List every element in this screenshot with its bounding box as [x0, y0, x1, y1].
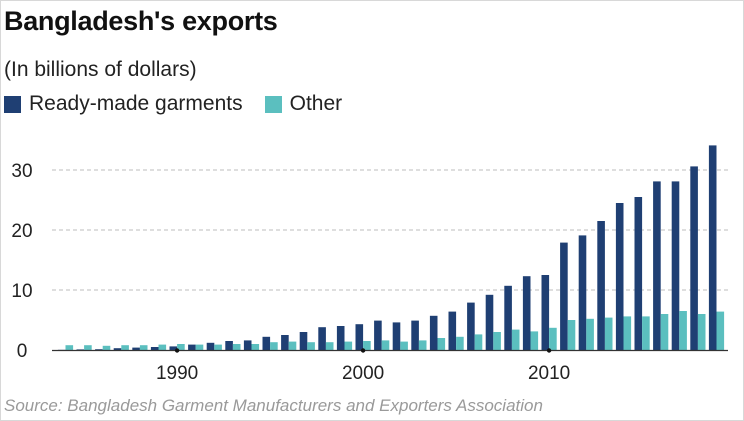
bar-garments — [671, 181, 680, 350]
bar-garments — [653, 181, 661, 350]
bar-garments — [355, 324, 364, 350]
bar-other — [586, 318, 594, 350]
legend: Ready-made garments Other — [4, 92, 364, 116]
bar-other — [344, 341, 353, 350]
x-tick-mark — [174, 348, 180, 353]
bar-garments — [132, 347, 140, 350]
bar-garments — [597, 221, 605, 350]
bar-other — [679, 311, 687, 350]
bar-garments — [467, 302, 475, 350]
bar-other — [139, 345, 148, 350]
y-tick-label: 30 — [11, 161, 32, 182]
bar-garments — [206, 342, 215, 350]
bar-other — [195, 344, 204, 350]
chart-title: Bangladesh's exports — [4, 6, 278, 36]
bar-garments — [262, 336, 271, 350]
bar-garments — [225, 341, 233, 350]
bar-other — [567, 320, 576, 350]
bar-garments — [374, 320, 382, 350]
bar-garments — [504, 285, 512, 350]
bar-other — [65, 345, 74, 350]
bar-other — [102, 345, 111, 350]
y-tick-label: 0 — [17, 341, 28, 362]
bar-other — [121, 345, 129, 350]
x-tick-label: 2000 — [342, 363, 384, 384]
bar-other — [493, 332, 501, 350]
bar-garments — [708, 145, 717, 350]
bar-garments — [541, 275, 550, 350]
bar-other — [307, 342, 315, 350]
bar-garments — [336, 326, 345, 350]
legend-item-garments: Ready-made garments — [4, 92, 243, 116]
source-note: Source: Bangladesh Garment Manufacturers… — [4, 396, 543, 415]
bar-other — [177, 344, 185, 350]
bar-other — [716, 311, 725, 350]
bar-other — [549, 327, 557, 350]
bar-other — [381, 340, 390, 350]
bar-garments — [560, 242, 568, 350]
bar-garments — [411, 320, 419, 350]
y-tick-label: 20 — [11, 221, 32, 242]
legend-swatch-other — [264, 95, 282, 113]
bar-other — [623, 316, 632, 350]
bar-garments — [281, 335, 289, 350]
legend-item-other: Other — [264, 92, 343, 116]
bar-other — [604, 317, 613, 350]
bar-garments — [392, 322, 401, 350]
legend-swatch-garments — [4, 95, 21, 113]
bar-other — [474, 334, 483, 350]
bar-other — [660, 314, 669, 350]
bar-garments — [299, 332, 308, 350]
bar-garments — [578, 235, 587, 350]
bar-other — [214, 344, 222, 350]
bar-other — [437, 338, 446, 350]
bar-garments — [485, 294, 494, 350]
bar-other — [400, 341, 408, 350]
bar-garments — [615, 203, 624, 350]
bar-garments — [188, 344, 196, 350]
bar-other — [642, 316, 650, 350]
bar-other — [288, 341, 297, 350]
bar-garments — [95, 349, 103, 350]
x-tick-label: 2010 — [528, 363, 570, 384]
chart-subtitle: (In billions of dollars) — [4, 58, 197, 81]
x-tick-mark — [546, 348, 552, 353]
bar-other — [511, 329, 520, 350]
bar-garments — [429, 315, 438, 350]
bar-other — [251, 344, 260, 350]
legend-label-garments: Ready-made garments — [29, 92, 243, 115]
x-tick-label: 1990 — [156, 363, 198, 384]
bar-garments — [318, 327, 326, 350]
bar-other — [270, 342, 278, 350]
bar-other — [363, 341, 371, 350]
bar-garments — [634, 197, 643, 350]
y-tick-label: 10 — [11, 281, 32, 302]
bar-other — [84, 345, 92, 350]
bar-other — [232, 344, 241, 350]
bar-other — [456, 336, 464, 350]
bar-garments — [690, 166, 698, 350]
bar-garments — [169, 346, 178, 350]
bar-chart: 0 10 20 30 1990 2000 2010 — [11, 145, 728, 384]
bar-garments — [243, 340, 252, 350]
x-tick-mark — [360, 348, 366, 353]
bar-garments — [448, 311, 457, 350]
bar-other — [697, 314, 706, 350]
legend-label-other: Other — [289, 92, 343, 115]
bar-other — [158, 344, 167, 350]
bar-other — [530, 331, 539, 350]
bar-garments — [150, 347, 159, 350]
bar-garments — [76, 349, 85, 350]
bar-garments — [113, 348, 122, 350]
bar-other — [418, 340, 427, 350]
bar-other — [325, 342, 334, 350]
bar-garments — [522, 276, 531, 350]
